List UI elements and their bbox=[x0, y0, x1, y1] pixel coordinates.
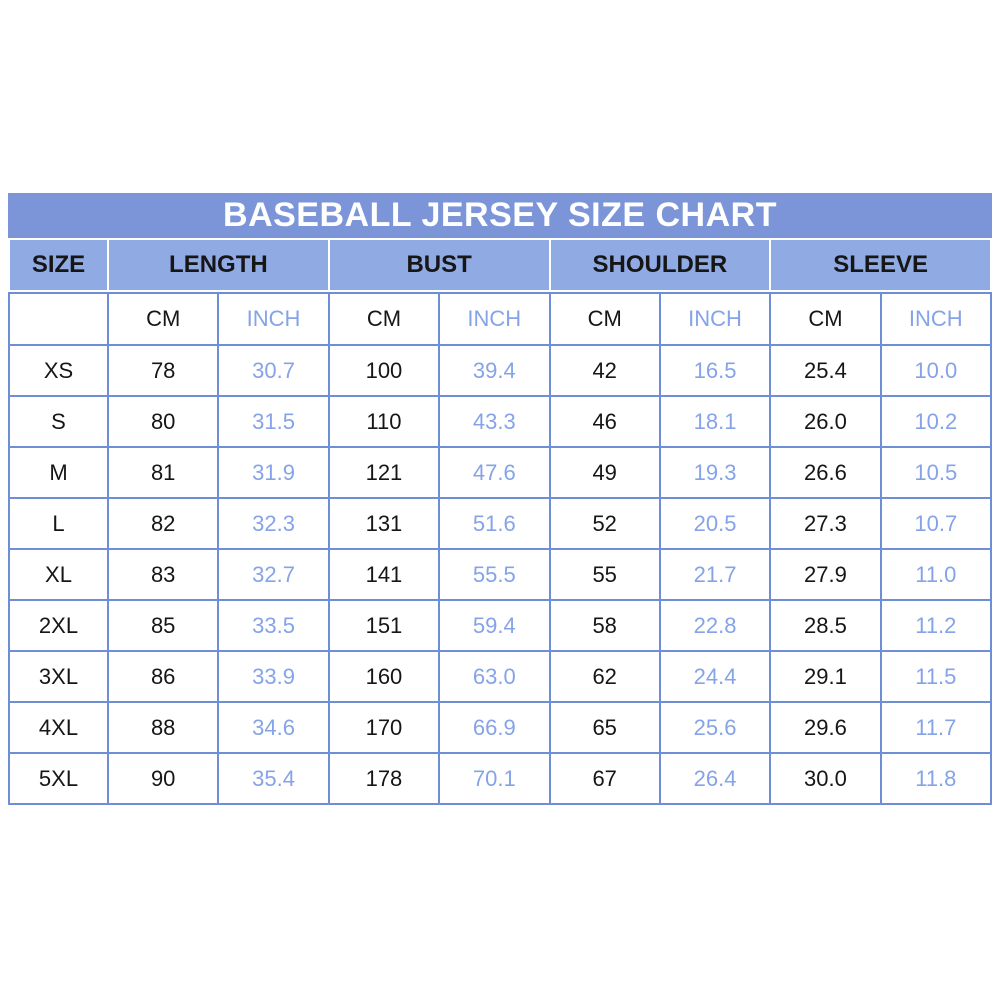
length-cm-cell: 83 bbox=[109, 550, 218, 599]
shoulder-inch-cell: 20.5 bbox=[660, 499, 770, 548]
sleeve-inch-cell: 10.5 bbox=[881, 448, 990, 497]
length-cm-cell: 88 bbox=[109, 703, 218, 752]
column-header-row: SIZE LENGTH BUST SHOULDER SLEEVE bbox=[8, 240, 992, 290]
sleeve-inch-cell: 10.7 bbox=[881, 499, 990, 548]
size-cell: 5XL bbox=[10, 754, 107, 803]
bust-inch-cell: 43.3 bbox=[440, 397, 549, 446]
length-cm-cell: 90 bbox=[109, 754, 218, 803]
bust-inch-cell: 70.1 bbox=[440, 754, 549, 803]
length-inch-cell: 31.9 bbox=[219, 448, 328, 497]
length-cm-cell: 85 bbox=[109, 601, 218, 650]
sleeve-inch-cell: 11.0 bbox=[881, 550, 990, 599]
sleeve-inch-cell: 11.8 bbox=[881, 754, 990, 803]
unit-cm-shoulder: CM bbox=[550, 294, 659, 344]
shoulder-cm-cell: 58 bbox=[550, 601, 659, 650]
bust-inch-cell: 51.6 bbox=[440, 499, 549, 548]
sleeve-cm-cell: 30.0 bbox=[771, 754, 880, 803]
sleeve-cm-cell: 27.3 bbox=[771, 499, 880, 548]
length-inch-cell: 35.4 bbox=[219, 754, 328, 803]
bust-cm-cell: 170 bbox=[329, 703, 439, 752]
bust-cm-cell: 141 bbox=[329, 550, 439, 599]
size-cell: XL bbox=[10, 550, 107, 599]
shoulder-cm-cell: 65 bbox=[550, 703, 659, 752]
bust-inch-cell: 59.4 bbox=[440, 601, 549, 650]
bust-cm-cell: 131 bbox=[329, 499, 439, 548]
unit-inch-bust: INCH bbox=[440, 294, 549, 344]
bust-cm-cell: 100 bbox=[329, 346, 439, 395]
shoulder-cm-cell: 62 bbox=[550, 652, 659, 701]
length-cm-cell: 86 bbox=[109, 652, 218, 701]
size-chart-body: CM INCH CM INCH CM INCH CM INCH XS 78 30… bbox=[8, 292, 992, 805]
shoulder-cm-cell: 52 bbox=[550, 499, 659, 548]
column-header-bust: BUST bbox=[329, 240, 549, 290]
length-cm-cell: 82 bbox=[109, 499, 218, 548]
shoulder-inch-cell: 16.5 bbox=[660, 346, 770, 395]
bust-cm-cell: 121 bbox=[329, 448, 439, 497]
bust-inch-cell: 47.6 bbox=[440, 448, 549, 497]
unit-inch-sleeve: INCH bbox=[881, 294, 990, 344]
sleeve-cm-cell: 29.6 bbox=[771, 703, 880, 752]
shoulder-inch-cell: 26.4 bbox=[660, 754, 770, 803]
bust-cm-cell: 110 bbox=[329, 397, 439, 446]
bust-inch-cell: 39.4 bbox=[440, 346, 549, 395]
length-cm-cell: 78 bbox=[109, 346, 218, 395]
shoulder-inch-cell: 24.4 bbox=[660, 652, 770, 701]
size-cell: XS bbox=[10, 346, 107, 395]
sleeve-inch-cell: 11.7 bbox=[881, 703, 990, 752]
bust-inch-cell: 55.5 bbox=[440, 550, 549, 599]
unit-inch-shoulder: INCH bbox=[660, 294, 770, 344]
length-cm-cell: 81 bbox=[109, 448, 218, 497]
bust-cm-cell: 160 bbox=[329, 652, 439, 701]
sleeve-cm-cell: 28.5 bbox=[771, 601, 880, 650]
unit-cm-length: CM bbox=[109, 294, 218, 344]
bust-inch-cell: 63.0 bbox=[440, 652, 549, 701]
size-chart-table: BASEBALL JERSEY SIZE CHART SIZE LENGTH B… bbox=[8, 193, 992, 805]
column-header-shoulder: SHOULDER bbox=[550, 240, 770, 290]
sleeve-inch-cell: 10.0 bbox=[881, 346, 990, 395]
unit-cm-bust: CM bbox=[329, 294, 439, 344]
sleeve-cm-cell: 27.9 bbox=[771, 550, 880, 599]
shoulder-cm-cell: 55 bbox=[550, 550, 659, 599]
length-inch-cell: 32.3 bbox=[219, 499, 328, 548]
chart-title: BASEBALL JERSEY SIZE CHART bbox=[8, 193, 992, 238]
sleeve-inch-cell: 10.2 bbox=[881, 397, 990, 446]
shoulder-inch-cell: 18.1 bbox=[660, 397, 770, 446]
size-cell: 4XL bbox=[10, 703, 107, 752]
column-header-length: LENGTH bbox=[109, 240, 328, 290]
size-cell: M bbox=[10, 448, 107, 497]
sleeve-cm-cell: 29.1 bbox=[771, 652, 880, 701]
shoulder-inch-cell: 19.3 bbox=[660, 448, 770, 497]
length-cm-cell: 80 bbox=[109, 397, 218, 446]
shoulder-inch-cell: 21.7 bbox=[660, 550, 770, 599]
shoulder-cm-cell: 49 bbox=[550, 448, 659, 497]
size-cell: S bbox=[10, 397, 107, 446]
bust-cm-cell: 178 bbox=[329, 754, 439, 803]
size-cell: L bbox=[10, 499, 107, 548]
shoulder-cm-cell: 67 bbox=[550, 754, 659, 803]
column-header-size: SIZE bbox=[10, 240, 107, 290]
sleeve-cm-cell: 25.4 bbox=[771, 346, 880, 395]
sleeve-inch-cell: 11.5 bbox=[881, 652, 990, 701]
shoulder-inch-cell: 22.8 bbox=[660, 601, 770, 650]
unit-inch-length: INCH bbox=[219, 294, 328, 344]
bust-inch-cell: 66.9 bbox=[440, 703, 549, 752]
length-inch-cell: 32.7 bbox=[219, 550, 328, 599]
shoulder-cm-cell: 46 bbox=[550, 397, 659, 446]
shoulder-inch-cell: 25.6 bbox=[660, 703, 770, 752]
length-inch-cell: 33.9 bbox=[219, 652, 328, 701]
unit-cm-sleeve: CM bbox=[771, 294, 880, 344]
length-inch-cell: 30.7 bbox=[219, 346, 328, 395]
unit-empty-cell bbox=[10, 294, 107, 344]
sleeve-cm-cell: 26.6 bbox=[771, 448, 880, 497]
length-inch-cell: 33.5 bbox=[219, 601, 328, 650]
sleeve-inch-cell: 11.2 bbox=[881, 601, 990, 650]
size-cell: 3XL bbox=[10, 652, 107, 701]
length-inch-cell: 34.6 bbox=[219, 703, 328, 752]
column-header-sleeve: SLEEVE bbox=[771, 240, 990, 290]
length-inch-cell: 31.5 bbox=[219, 397, 328, 446]
shoulder-cm-cell: 42 bbox=[550, 346, 659, 395]
sleeve-cm-cell: 26.0 bbox=[771, 397, 880, 446]
bust-cm-cell: 151 bbox=[329, 601, 439, 650]
size-cell: 2XL bbox=[10, 601, 107, 650]
